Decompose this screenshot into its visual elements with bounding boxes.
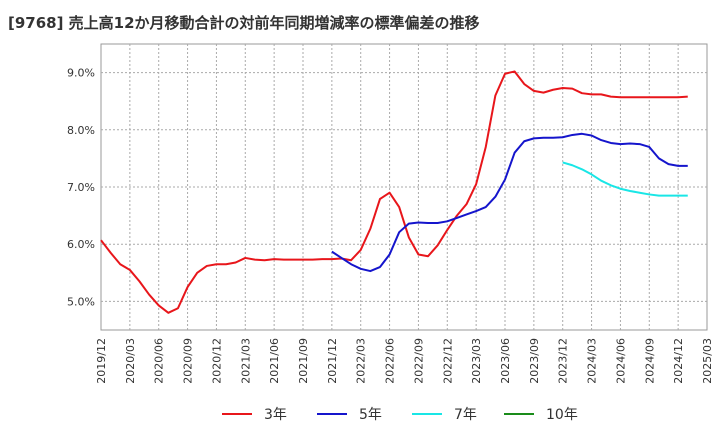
x-axis-ticks: 2019/12 2020/03 2020/06 2020/09 2020/12 2021/…: [95, 338, 714, 384]
legend-label: 7年: [454, 407, 477, 423]
x-tick-label: 2024/06: [614, 338, 627, 384]
series-line-5年: [331, 132, 688, 273]
x-tick-label: 2021/09: [297, 338, 310, 384]
x-tick-label: 2025/03: [701, 338, 714, 384]
x-tick-label: 2020/03: [124, 338, 137, 384]
y-axis-ticks: 5.0% 6.0% 7.0% 8.0% 9.0%: [67, 67, 95, 309]
series-line-3年: [100, 70, 688, 314]
x-tick-label: 2024/09: [643, 338, 656, 384]
y-tick-label: 7.0%: [67, 181, 95, 194]
series-lines: [100, 70, 688, 314]
y-tick-label: 9.0%: [67, 67, 95, 80]
x-tick-label: 2023/09: [528, 338, 541, 384]
x-tick-label: 2024/03: [586, 338, 599, 384]
x-tick-label: 2024/12: [672, 338, 685, 384]
y-tick-label: 8.0%: [67, 124, 95, 137]
series-line-7年: [562, 161, 688, 197]
x-tick-label: 2022/12: [441, 338, 454, 384]
x-tick-label: 2020/09: [182, 338, 195, 384]
chart-title: [9768] 売上高12か月移動合計の対前年同期増減率の標準偏差の推移: [8, 14, 480, 32]
y-tick-label: 6.0%: [67, 238, 95, 251]
x-tick-label: 2023/03: [470, 338, 483, 384]
x-tick-label: 2022/06: [384, 338, 397, 384]
legend-label: 3年: [264, 407, 287, 423]
x-tick-label: 2020/06: [153, 338, 166, 384]
legend-label: 5年: [359, 407, 382, 423]
x-tick-label: 2023/12: [557, 338, 570, 384]
x-tick-label: 2021/06: [268, 338, 281, 384]
x-tick-label: 2022/03: [355, 338, 368, 384]
y-tick-label: 5.0%: [67, 295, 95, 308]
x-tick-label: 2019/12: [95, 338, 108, 384]
legend: 3年 5年 7年 10年: [222, 407, 578, 423]
x-tick-label: 2022/09: [412, 338, 425, 384]
grid-lines: [101, 44, 707, 330]
x-tick-label: 2021/12: [326, 338, 339, 384]
x-tick-label: 2020/12: [210, 338, 223, 384]
legend-label: 10年: [546, 407, 578, 423]
x-tick-label: 2023/06: [499, 338, 512, 384]
x-tick-label: 2021/03: [239, 338, 252, 384]
